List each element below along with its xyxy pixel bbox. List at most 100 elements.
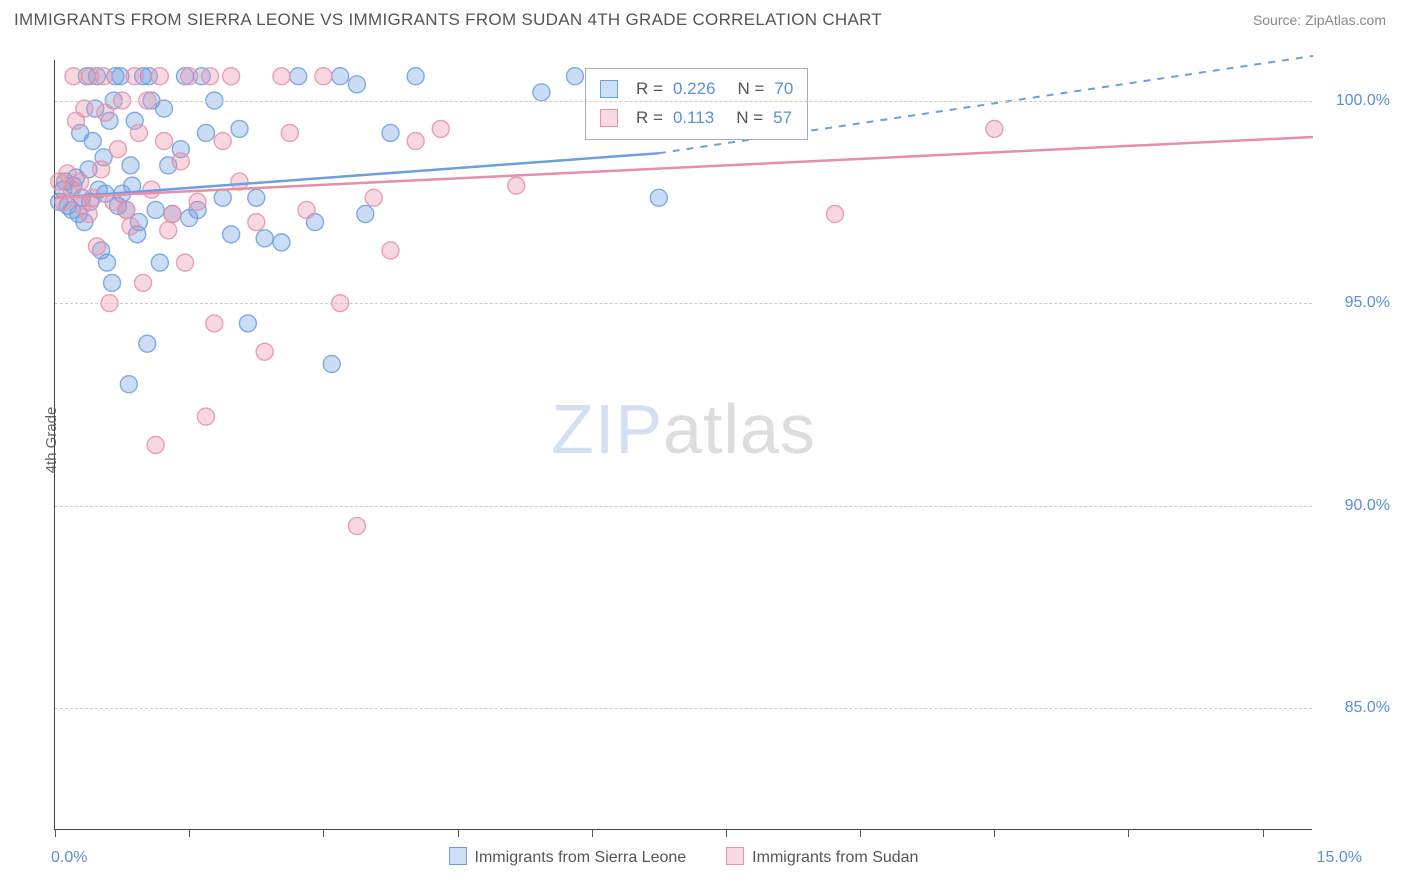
- scatter-point-sudan: [348, 518, 365, 535]
- scatter-point-sudan: [256, 343, 273, 360]
- scatter-point-sierra_leone: [256, 230, 273, 247]
- legend-label-sudan: Immigrants from Sudan: [752, 849, 918, 866]
- scatter-point-sudan: [95, 68, 112, 85]
- gridline-h: [55, 303, 1312, 304]
- chart-container: 4th Grade ZIPatlas R = 0.226N = 70R = 0.…: [14, 40, 1394, 840]
- scatter-point-sudan: [298, 201, 315, 218]
- header-row: IMMIGRANTS FROM SIERRA LEONE VS IMMIGRAN…: [0, 0, 1406, 36]
- stats-row-sudan: R = 0.113N = 57: [600, 104, 793, 133]
- scatter-point-sierra_leone: [223, 226, 240, 243]
- gridline-h: [55, 101, 1312, 102]
- scatter-point-sierra_leone: [290, 68, 307, 85]
- scatter-point-sudan: [197, 408, 214, 425]
- scatter-point-sierra_leone: [139, 335, 156, 352]
- scatter-point-sierra_leone: [348, 76, 365, 93]
- scatter-point-sudan: [214, 133, 231, 150]
- x-tick: [592, 829, 593, 837]
- scatter-point-sierra_leone: [332, 68, 349, 85]
- scatter-point-sudan: [130, 124, 147, 141]
- scatter-point-sudan: [93, 161, 110, 178]
- stats-n-value: 57: [773, 104, 792, 133]
- x-axis-label-min: 0.0%: [51, 849, 87, 867]
- scatter-point-sudan: [508, 177, 525, 194]
- plot-area: ZIPatlas R = 0.226N = 70R = 0.113N = 57 …: [54, 60, 1312, 830]
- stats-swatch: [600, 80, 618, 98]
- scatter-point-sudan: [135, 274, 152, 291]
- y-tick-label: 85.0%: [1320, 699, 1390, 717]
- x-tick: [189, 829, 190, 837]
- legend-item-sierra-leone: Immigrants from Sierra Leone: [449, 847, 687, 867]
- scatter-point-sudan: [382, 242, 399, 259]
- stats-n-label: N =: [736, 104, 763, 133]
- scatter-point-sudan: [109, 141, 126, 158]
- scatter-point-sudan: [151, 68, 168, 85]
- trend-solid-sierra_leone: [55, 153, 659, 198]
- swatch-sudan: [726, 847, 744, 865]
- scatter-point-sierra_leone: [650, 189, 667, 206]
- x-tick: [1128, 829, 1129, 837]
- scatter-point-sierra_leone: [357, 206, 374, 223]
- scatter-point-sudan: [164, 206, 181, 223]
- scatter-point-sudan: [223, 68, 240, 85]
- y-tick-label: 90.0%: [1320, 497, 1390, 515]
- scatter-point-sudan: [202, 68, 219, 85]
- scatter-point-sierra_leone: [147, 201, 164, 218]
- scatter-point-sierra_leone: [122, 157, 139, 174]
- scatter-point-sierra_leone: [151, 254, 168, 271]
- scatter-point-sierra_leone: [98, 254, 115, 271]
- legend-item-sudan: Immigrants from Sudan: [726, 847, 918, 867]
- x-tick: [994, 829, 995, 837]
- scatter-point-sierra_leone: [84, 133, 101, 150]
- scatter-point-sudan: [248, 214, 265, 231]
- scatter-point-sudan: [97, 104, 114, 121]
- scatter-point-sudan: [88, 238, 105, 255]
- scatter-point-sudan: [118, 201, 135, 218]
- scatter-point-sudan: [407, 133, 424, 150]
- scatter-point-sierra_leone: [323, 355, 340, 372]
- stats-swatch: [600, 109, 618, 127]
- scatter-point-sudan: [365, 189, 382, 206]
- scatter-point-sudan: [176, 254, 193, 271]
- x-tick: [1263, 829, 1264, 837]
- scatter-point-sierra_leone: [273, 234, 290, 251]
- scatter-point-sudan: [147, 437, 164, 454]
- scatter-point-sudan: [986, 120, 1003, 137]
- y-tick-label: 95.0%: [1320, 294, 1390, 312]
- scatter-point-sierra_leone: [156, 100, 173, 117]
- scatter-point-sierra_leone: [382, 124, 399, 141]
- gridline-h: [55, 506, 1312, 507]
- scatter-point-sudan: [172, 153, 189, 170]
- scatter-point-sudan: [432, 120, 449, 137]
- swatch-sierra-leone: [449, 847, 467, 865]
- x-axis-label-max: 15.0%: [1317, 849, 1362, 867]
- legend-bottom: Immigrants from Sierra Leone Immigrants …: [55, 847, 1312, 867]
- scatter-point-sudan: [84, 189, 101, 206]
- stats-r-value: 0.113: [673, 104, 714, 133]
- scatter-point-sierra_leone: [533, 84, 550, 101]
- scatter-point-sudan: [65, 68, 82, 85]
- stats-legend-box: R = 0.226N = 70R = 0.113N = 57: [585, 68, 808, 140]
- x-tick: [458, 829, 459, 837]
- scatter-point-sudan: [122, 218, 139, 235]
- scatter-point-sierra_leone: [566, 68, 583, 85]
- scatter-point-sudan: [72, 173, 89, 190]
- gridline-h: [55, 708, 1312, 709]
- x-tick: [726, 829, 727, 837]
- scatter-point-sierra_leone: [407, 68, 424, 85]
- scatter-point-sudan: [206, 315, 223, 332]
- scatter-point-sudan: [189, 193, 206, 210]
- scatter-point-sierra_leone: [214, 189, 231, 206]
- scatter-point-sudan: [76, 100, 93, 117]
- scatter-point-sudan: [273, 68, 290, 85]
- scatter-point-sudan: [281, 124, 298, 141]
- scatter-point-sudan: [126, 68, 143, 85]
- trend-solid-sudan: [55, 137, 1313, 198]
- scatter-point-sierra_leone: [231, 120, 248, 137]
- scatter-svg: [55, 60, 1312, 829]
- scatter-point-sierra_leone: [239, 315, 256, 332]
- scatter-point-sudan: [160, 222, 177, 239]
- scatter-point-sudan: [156, 133, 173, 150]
- chart-title: IMMIGRANTS FROM SIERRA LEONE VS IMMIGRAN…: [14, 10, 882, 30]
- scatter-point-sudan: [315, 68, 332, 85]
- scatter-point-sierra_leone: [197, 124, 214, 141]
